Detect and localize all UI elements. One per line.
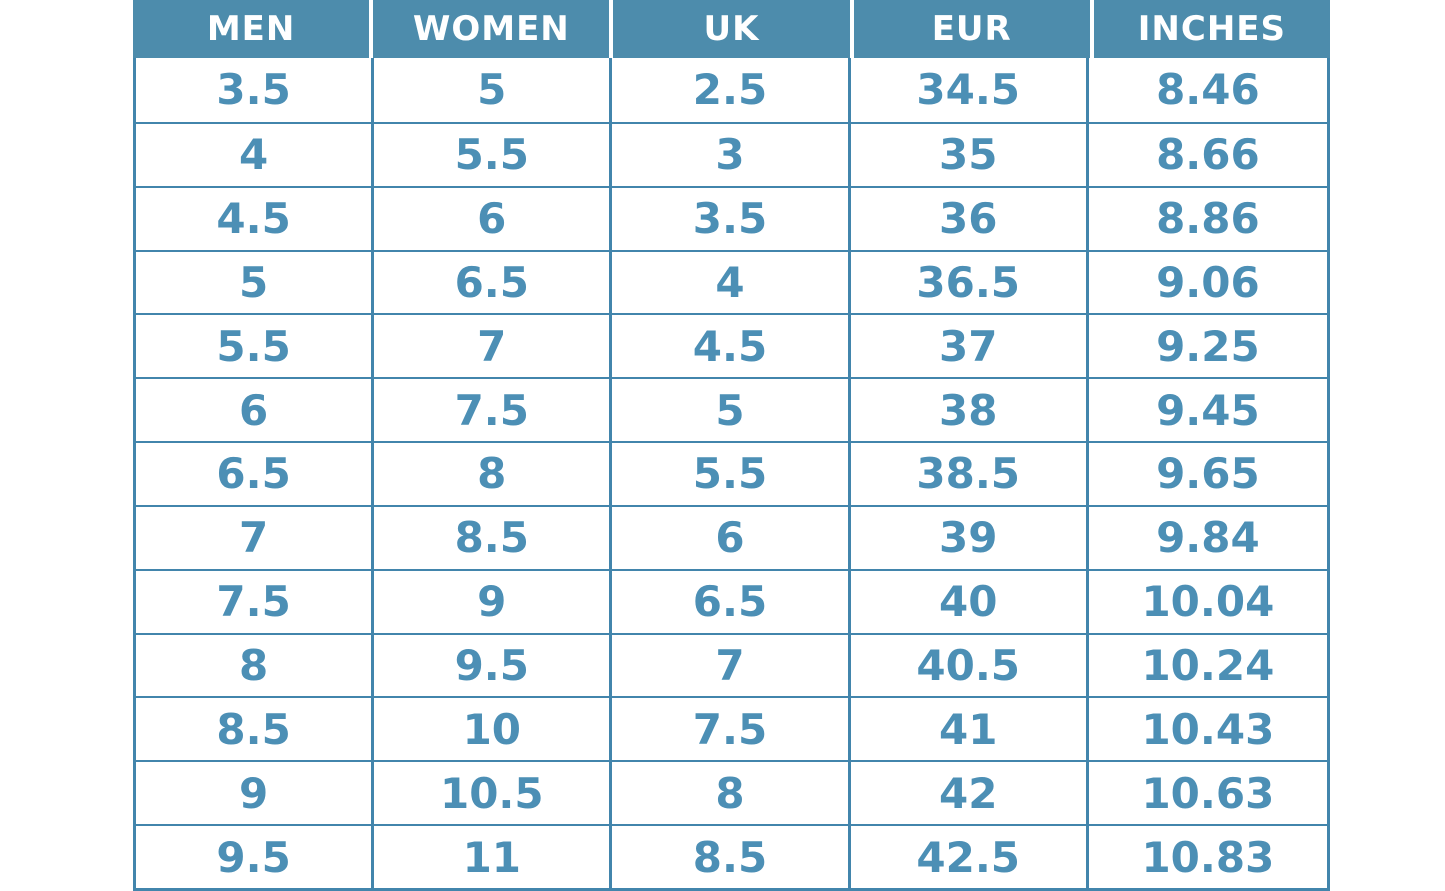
table-cell: 39: [850, 504, 1089, 569]
table-cell: 37: [850, 313, 1089, 378]
table-cell: 38.5: [850, 441, 1089, 505]
col-header-eur: EUR: [853, 0, 1090, 58]
table-cell: 5.5: [374, 121, 613, 186]
table-cell: 9: [374, 568, 613, 633]
table-cell: 9.65: [1088, 441, 1327, 505]
table-cell: 8: [612, 760, 851, 825]
table-cell: 10.04: [1088, 568, 1327, 633]
table-cell: 11: [374, 824, 613, 888]
table-cell: 9.45: [1088, 377, 1327, 442]
table-cell: 9.25: [1088, 313, 1327, 378]
table-cell: 7: [136, 504, 375, 569]
table-cell: 10.24: [1088, 632, 1327, 697]
table-cell: 42: [850, 760, 1089, 825]
table-cell: 9.84: [1088, 504, 1327, 569]
table-cell: 10.43: [1088, 696, 1327, 761]
shoe-size-conversion-table: MEN WOMEN UK EUR INCHES 3.5 5 2.5 34.5 8…: [133, 0, 1330, 891]
table-cell: 10.63: [1088, 760, 1327, 825]
table-cell: 6: [374, 185, 613, 250]
table-cell: 9.06: [1088, 249, 1327, 314]
table-cell: 40.5: [850, 632, 1089, 697]
table-cell: 8: [136, 632, 375, 697]
table-cell: 3: [612, 121, 851, 186]
table-cell: 36.5: [850, 249, 1089, 314]
col-header-men: MEN: [133, 0, 370, 58]
table-cell: 2.5: [612, 58, 851, 122]
table-cell: 8.5: [136, 696, 375, 761]
table-cell: 8.5: [374, 504, 613, 569]
table-header-row: MEN WOMEN UK EUR INCHES: [133, 0, 1330, 58]
table-cell: 9.5: [136, 824, 375, 888]
table-cell: 38: [850, 377, 1089, 442]
table-cell: 7: [612, 632, 851, 697]
table-cell: 4: [612, 249, 851, 314]
table-cell: 8.66: [1088, 121, 1327, 186]
table-cell: 7.5: [136, 568, 375, 633]
table-cell: 42.5: [850, 824, 1089, 888]
table-cell: 5: [136, 249, 375, 314]
table-cell: 5.5: [136, 313, 375, 378]
table-cell: 9.5: [374, 632, 613, 697]
table-cell: 8.5: [612, 824, 851, 888]
table-cell: 7: [374, 313, 613, 378]
table-cell: 8: [374, 441, 613, 505]
table-cell: 6.5: [612, 568, 851, 633]
table-cell: 4.5: [136, 185, 375, 250]
table-cell: 4.5: [612, 313, 851, 378]
table-cell: 3.5: [612, 185, 851, 250]
table-cell: 4: [136, 121, 375, 186]
table-cell: 35: [850, 121, 1089, 186]
table-cell: 3.5: [136, 58, 375, 122]
table-cell: 5.5: [612, 441, 851, 505]
table-cell: 7.5: [612, 696, 851, 761]
table-cell: 10.5: [374, 760, 613, 825]
table-cell: 9: [136, 760, 375, 825]
table-cell: 10.83: [1088, 824, 1327, 888]
table-cell: 6: [136, 377, 375, 442]
table-cell: 6.5: [374, 249, 613, 314]
col-header-inches: INCHES: [1093, 0, 1330, 58]
table-cell: 34.5: [850, 58, 1089, 122]
table-cell: 6.5: [136, 441, 375, 505]
table-cell: 40: [850, 568, 1089, 633]
col-header-uk: UK: [613, 0, 850, 58]
table-cell: 7.5: [374, 377, 613, 442]
table-cell: 8.86: [1088, 185, 1327, 250]
col-header-women: WOMEN: [373, 0, 610, 58]
table-cell: 5: [612, 377, 851, 442]
table-cell: 5: [374, 58, 613, 122]
table-cell: 8.46: [1088, 58, 1327, 122]
table-cell: 36: [850, 185, 1089, 250]
table-cell: 10: [374, 696, 613, 761]
table-cell: 6: [612, 504, 851, 569]
table-cell: 41: [850, 696, 1089, 761]
table-body: 3.5 5 2.5 34.5 8.46 4 5.5 3 35 8.66 4.5 …: [133, 58, 1330, 891]
